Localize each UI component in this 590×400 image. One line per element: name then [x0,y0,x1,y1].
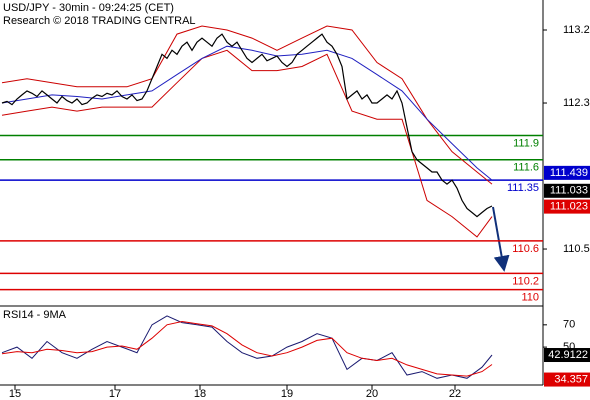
value-box [544,372,590,387]
y-tick-label: 113.2 [563,24,590,36]
y-tick-label: 110.5 [563,243,590,255]
x-tick-label: 20 [366,388,378,400]
chart-subtitle: Research © 2018 TRADING CENTRAL [3,15,196,27]
indicator-line [1,45,493,181]
rsi-line [1,315,493,379]
value-box-label: 34.357 [554,373,588,385]
y-tick-label: 112.3 [563,97,590,109]
level-label: 110.2 [512,275,539,287]
indicator-line [1,25,493,185]
level-label: 110.6 [512,243,539,255]
value-box-label: 111.033 [550,185,588,197]
rsi-line [1,320,493,377]
value-box [544,348,590,363]
indicator-line [1,49,493,238]
chart-title: USD/JPY - 30min - 09:24:25 (CET) [3,2,174,14]
value-box-label: 111.439 [550,167,588,179]
level-label: 110 [521,291,539,303]
x-tick-label: 17 [109,388,121,400]
x-tick-label: 15 [9,388,21,400]
value-box-label: 42.9122 [548,349,588,361]
value-box [544,183,590,198]
forecast-arrow [492,206,510,272]
rsi-tick-label: 70 [563,319,575,331]
x-tick-label: 18 [194,388,206,400]
x-tick-label: 22 [449,388,461,400]
value-box [544,199,590,214]
level-label: 111.6 [513,162,539,174]
level-label: 111.9 [513,137,539,149]
level-label: 111.35 [507,182,539,194]
value-box-label: 111.023 [550,201,588,213]
x-tick-label: 19 [281,388,293,400]
value-box [544,165,590,180]
rsi-title: RSI14 - 9MA [3,309,67,321]
price-line [1,33,493,218]
